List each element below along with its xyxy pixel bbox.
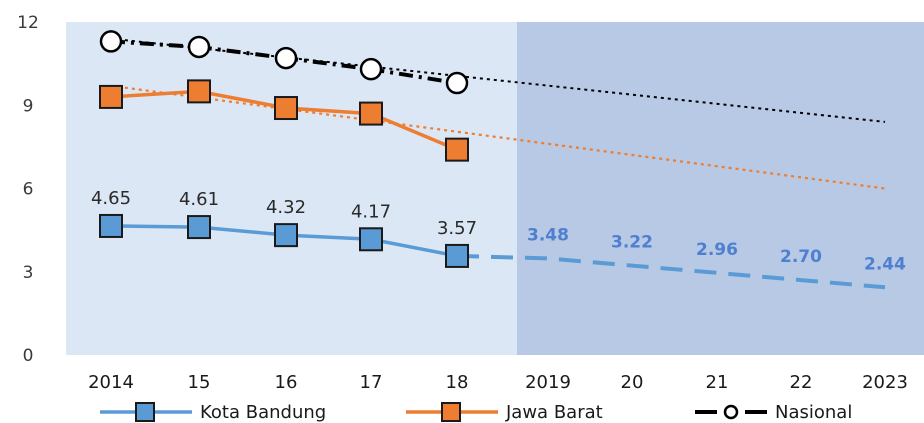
x-tick-label: 2014 [88,372,134,393]
legend-swatch-marker [441,402,461,422]
y-tick-label: 6 [23,180,34,200]
nasional-marker [187,35,211,59]
x-tick-label: 18 [446,372,469,393]
data-label: 4.17 [351,201,391,222]
x-tick-label: 20 [621,372,644,393]
x-tick-label: 2019 [525,372,571,393]
nasional-marker [99,30,123,53]
projection-data-label: 2.44 [864,254,906,274]
kota-bandung-marker [187,215,211,240]
data-label: 4.65 [91,188,131,209]
legend-item-jawa-barat: Jawa Barat [406,402,603,423]
plot-bg-projection [517,22,924,355]
legend-label: Kota Bandung [200,402,326,423]
legend-swatch-marker [135,402,155,422]
kota-bandung-marker [445,243,469,268]
jawa-barat-marker [274,96,298,121]
legend-label: Nasional [775,402,852,423]
nasional-marker [274,46,298,70]
jawa-barat-marker [359,101,383,126]
y-tick-label: 3 [23,263,34,283]
data-label: 4.32 [266,197,306,218]
legend-swatch-marker [723,404,739,420]
y-tick-label: 9 [23,96,34,116]
kota-bandung-marker [359,227,383,252]
projection-data-label: 2.96 [696,240,738,260]
plot-bg-actual [66,22,517,355]
jawa-barat-marker [187,79,211,104]
x-tick-label: 16 [275,372,298,393]
projection-data-label: 3.22 [611,233,653,253]
x-tick-label: 15 [188,372,211,393]
jawa-barat-marker [445,137,469,162]
legend-label: Jawa Barat [505,402,603,423]
x-tick-label: 2023 [862,372,908,393]
projection-data-label: 3.48 [527,225,569,245]
legend-item-nasional: Nasional [695,402,852,423]
y-tick-label: 0 [23,346,34,366]
jawa-barat-marker [99,84,123,109]
x-tick-label: 21 [706,372,729,393]
data-label: 3.57 [437,218,477,239]
nasional-marker [359,57,383,81]
nasional-marker [445,71,469,95]
legend-item-kota-bandung: Kota Bandung [100,402,326,423]
x-tick-label: 22 [790,372,813,393]
kota-bandung-marker [99,213,123,238]
y-tick-label: 12 [17,13,39,33]
x-tick-label: 17 [360,372,383,393]
kota-bandung-marker [274,223,298,248]
projection-data-label: 2.70 [780,247,822,267]
kota-bandung-projection-line [456,253,886,290]
data-label: 4.61 [179,189,219,210]
